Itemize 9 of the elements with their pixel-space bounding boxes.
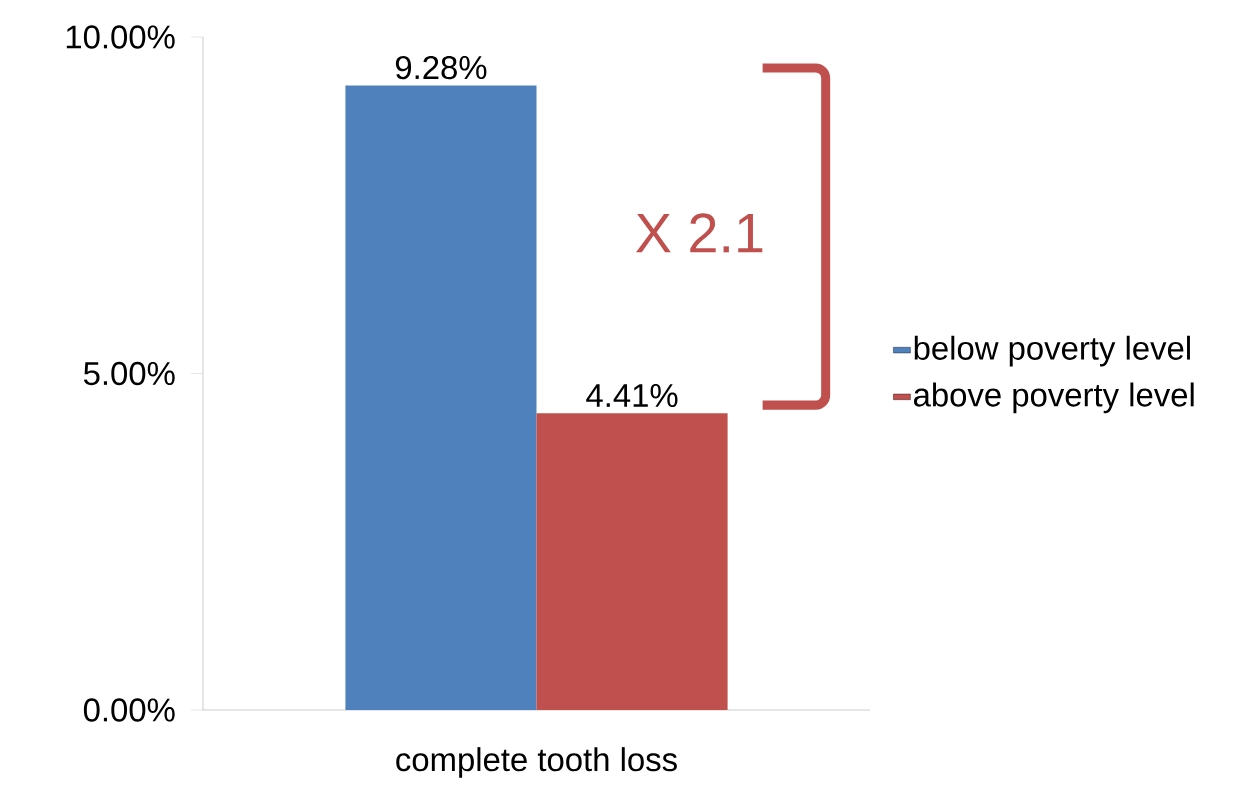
y-tick-label: 10.00% xyxy=(66,25,175,49)
data-label: 4.41% xyxy=(586,384,678,407)
data-label: 9.28% xyxy=(395,55,487,80)
annotation: X 2.1 xyxy=(636,213,763,253)
x-tick-label: complete tooth loss xyxy=(396,747,677,778)
y-tick-label: 5.00% xyxy=(83,361,175,386)
legend-label: below poverty level xyxy=(914,335,1190,367)
y-tick-label: 0.00% xyxy=(83,698,175,722)
legend-label: above poverty level xyxy=(914,382,1194,414)
